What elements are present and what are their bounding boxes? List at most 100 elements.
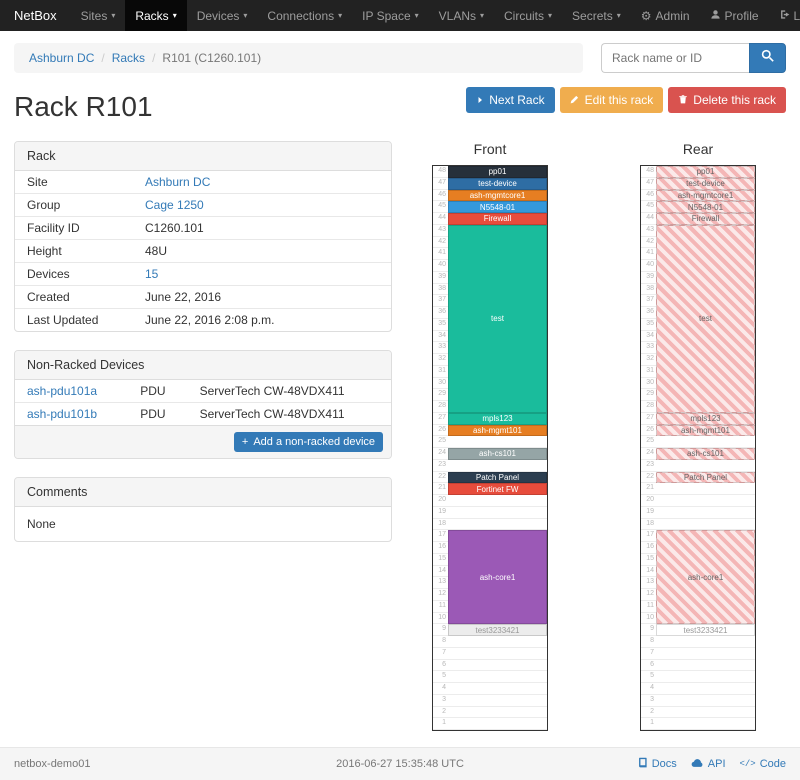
- breadcrumb-item: R101 (C1260.101): [162, 51, 262, 65]
- rack-slot-ash-mgmt101[interactable]: ash-mgmt101: [656, 424, 755, 437]
- rack-slot-patch-panel[interactable]: Patch Panel: [656, 471, 755, 484]
- unit-number: 11: [646, 601, 654, 609]
- caret-down-icon: ▾: [172, 11, 177, 20]
- attr-value-link[interactable]: Cage 1250: [145, 198, 204, 212]
- rack-slot-patch-panel[interactable]: Patch Panel: [448, 471, 547, 484]
- rack-slot-ash-mgmtcore1[interactable]: ash-mgmtcore1: [448, 189, 547, 202]
- nav-item-label: VLANs: [438, 8, 476, 23]
- unit-number: 28: [646, 402, 654, 409]
- search-input[interactable]: [601, 43, 749, 73]
- rack-unit: 25: [641, 436, 755, 448]
- caret-down-icon: ▾: [480, 11, 485, 20]
- unit-number: 44: [646, 214, 654, 221]
- rack-slot-ash-cs101[interactable]: ash-cs101: [448, 448, 547, 460]
- caret-down-icon: ▾: [414, 11, 419, 20]
- rack-slot-ash-mgmt101[interactable]: ash-mgmt101: [448, 424, 547, 437]
- breadcrumb-row: Ashburn DC / Racks / R101 (C1260.101): [14, 43, 786, 73]
- code-link[interactable]: </> Code: [740, 757, 787, 771]
- rack-slot-firewall[interactable]: Firewall: [656, 213, 755, 225]
- navbar-menu: Sites ▾ Racks ▾ Devices ▾ Connections ▾ IP Space…: [71, 0, 631, 31]
- nav-item-label: Secrets: [572, 8, 613, 23]
- nav-item-vlans[interactable]: VLANs ▾: [429, 0, 494, 31]
- unit-number: 15: [646, 554, 654, 562]
- device-name-link[interactable]: ash-pdu101b: [27, 407, 98, 421]
- unit-number: 46: [646, 190, 654, 198]
- search-button[interactable]: [749, 43, 786, 73]
- rack-slot-firewall[interactable]: Firewall: [448, 213, 547, 225]
- device-name-cell: ash-pdu101a: [15, 380, 128, 403]
- edit-rack-label: Edit this rack: [584, 93, 654, 107]
- unit-number: 38: [646, 284, 654, 292]
- edit-rack-button[interactable]: Edit this rack: [559, 87, 664, 113]
- nav-item-label: Racks: [135, 8, 169, 23]
- delete-rack-button[interactable]: Delete this rack: [668, 87, 786, 113]
- unit-number: 33: [438, 343, 446, 351]
- rack-slot-ash-cs101[interactable]: ash-cs101: [656, 448, 755, 460]
- device-name-link[interactable]: ash-pdu101a: [27, 384, 98, 398]
- unit-number: 5: [442, 672, 446, 680]
- attr-value-link[interactable]: Ashburn DC: [145, 175, 211, 189]
- logout-link[interactable]: Log out: [769, 0, 800, 31]
- docs-link[interactable]: Docs: [637, 757, 677, 771]
- non-racked-title: Non-Racked Devices: [15, 351, 391, 380]
- breadcrumb-item[interactable]: Racks: [111, 51, 146, 65]
- unit-number: 14: [438, 566, 446, 574]
- rack-slot-n5548-01[interactable]: N5548-01: [656, 201, 755, 213]
- admin-link[interactable]: ⚙ Admin: [631, 0, 700, 31]
- unit-number: 22: [438, 472, 446, 480]
- api-link[interactable]: API: [691, 757, 726, 771]
- rack-unit: 7: [433, 648, 547, 660]
- unit-number: 37: [646, 296, 654, 304]
- attr-label: Devices: [15, 262, 133, 286]
- cloud-icon: [691, 758, 704, 771]
- nav-item-sites[interactable]: Sites ▾: [71, 0, 126, 31]
- rack-slot-test[interactable]: test: [448, 224, 547, 413]
- comments-panel: Comments None: [14, 477, 392, 542]
- rack-attr-row: Group Cage 1250: [15, 193, 391, 217]
- unit-number: 8: [650, 637, 654, 644]
- rack-slot-mpls123[interactable]: mpls123: [448, 412, 547, 425]
- rack-slot-test-device[interactable]: test-device: [448, 177, 547, 190]
- profile-link[interactable]: Profile: [700, 0, 769, 31]
- add-non-racked-label: Add a non-racked device: [253, 436, 375, 448]
- unit-number: 3: [442, 695, 446, 703]
- rack-slot-pp01[interactable]: pp01: [656, 166, 755, 178]
- rack-slot-ash-core1[interactable]: ash-core1: [656, 530, 755, 625]
- nav-item-secrets[interactable]: Secrets ▾: [562, 0, 631, 31]
- rack-slot-test[interactable]: test: [656, 224, 755, 413]
- rack-front-diagram: 48 47 46 45 44 43 42 41 40 39 38 37 36 35 34 33 32 31 30 29…: [432, 165, 548, 731]
- nav-item-connections[interactable]: Connections ▾: [257, 0, 352, 31]
- action-buttons: Next Rack Edit this rack Delete this rac…: [466, 87, 786, 113]
- rack-unit: 25: [433, 436, 547, 448]
- breadcrumb-separator: /: [152, 51, 156, 65]
- unit-number: 6: [442, 660, 446, 668]
- nav-item-devices[interactable]: Devices ▾: [187, 0, 258, 31]
- rack-slot-fortinet-fw[interactable]: Fortinet FW: [448, 483, 547, 495]
- rack-slot-mpls123[interactable]: mpls123: [656, 412, 755, 425]
- breadcrumb-separator: /: [101, 51, 105, 65]
- trash-icon: [678, 93, 688, 107]
- unit-number: 21: [646, 484, 654, 492]
- nav-item-racks[interactable]: Racks ▾: [125, 0, 187, 31]
- unit-number: 25: [438, 437, 446, 445]
- rack-slot-ash-mgmtcore1[interactable]: ash-mgmtcore1: [656, 189, 755, 202]
- code-icon: </>: [739, 759, 756, 769]
- add-non-racked-device-button[interactable]: + Add a non-racked device: [233, 432, 383, 452]
- unit-number: 9: [650, 625, 654, 633]
- next-rack-button[interactable]: Next Rack: [466, 87, 555, 113]
- nav-item-ip-space[interactable]: IP Space ▾: [352, 0, 429, 31]
- chevron-right-icon: [476, 93, 484, 107]
- nav-item-label: IP Space: [362, 8, 411, 23]
- rack-slot-test-device[interactable]: test-device: [656, 177, 755, 190]
- breadcrumb-item[interactable]: Ashburn DC: [29, 51, 95, 65]
- rack-slot-ash-core1[interactable]: ash-core1: [448, 530, 547, 625]
- rack-slot-pp01[interactable]: pp01: [448, 166, 547, 178]
- rack-slot-test3233421[interactable]: test3233421: [656, 624, 755, 636]
- rack-unit: 1: [641, 718, 755, 730]
- attr-value-link[interactable]: 15: [145, 267, 159, 281]
- brand[interactable]: NetBox: [14, 8, 57, 23]
- non-racked-device-row: ash-pdu101b PDU ServerTech CW-48VDX411: [15, 402, 391, 425]
- nav-item-circuits[interactable]: Circuits ▾: [494, 0, 562, 31]
- rack-slot-n5548-01[interactable]: N5548-01: [448, 201, 547, 213]
- rack-slot-test3233421[interactable]: test3233421: [448, 624, 547, 636]
